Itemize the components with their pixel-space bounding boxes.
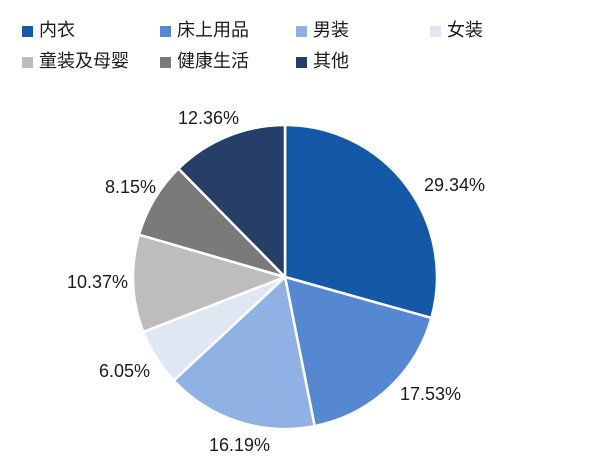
legend-item-bedding: 床上用品 <box>160 20 249 42</box>
legend-swatch <box>22 56 33 68</box>
pie-slice-4 <box>131 233 287 334</box>
data-label-5: 8.15% <box>105 177 156 197</box>
legend-swatch <box>296 56 307 68</box>
legend-swatch <box>160 25 171 37</box>
legend-label: 健康生活 <box>177 51 249 72</box>
data-label-4: 10.37% <box>67 272 128 292</box>
legend-item-womenswear: 女装 <box>430 20 483 42</box>
legend-label: 其他 <box>313 51 349 72</box>
legend-swatch <box>160 56 171 68</box>
data-label-2: 16.19% <box>209 435 270 455</box>
pie-slice-1 <box>283 275 433 428</box>
data-label-0: 29.34% <box>424 175 485 195</box>
pie-slice-6 <box>177 123 287 279</box>
data-label-3: 6.05% <box>99 361 150 381</box>
legend-item-underwear: 内衣 <box>22 20 75 42</box>
legend-item-kids-maternity: 童装及母婴 <box>22 51 129 73</box>
legend-label: 女装 <box>447 20 483 41</box>
data-label-6: 12.36% <box>178 108 239 128</box>
legend-label: 内衣 <box>39 20 75 41</box>
legend-item-menswear: 男装 <box>296 20 349 42</box>
legend-swatch <box>296 25 307 37</box>
pie-slice-0 <box>283 123 439 320</box>
legend-swatch <box>430 25 441 37</box>
legend-item-other: 其他 <box>296 51 349 73</box>
legend-label: 床上用品 <box>177 20 249 41</box>
pie-slice-2 <box>172 275 316 431</box>
legend-label: 男装 <box>313 20 349 41</box>
legend-swatch <box>22 25 33 37</box>
legend: 内衣 床上用品 男装 女装 童装及母婴 健康生活 其他 <box>0 0 612 80</box>
data-label-1: 17.53% <box>400 384 461 404</box>
legend-label: 童装及母婴 <box>39 51 129 72</box>
legend-item-healthy-living: 健康生活 <box>160 51 249 73</box>
